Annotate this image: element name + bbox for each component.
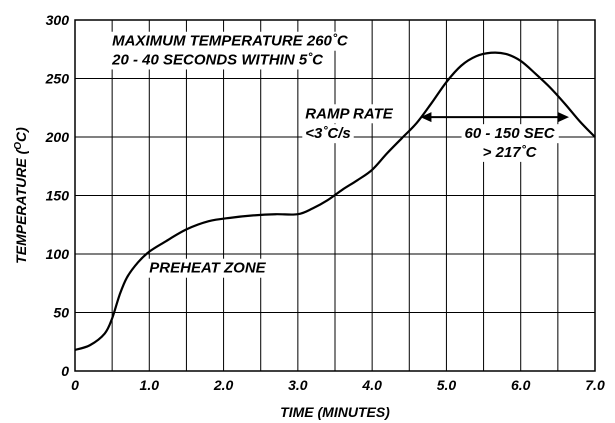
annotation-background	[109, 31, 352, 51]
annotation-background	[479, 142, 541, 162]
x-tick-label: 7.0	[585, 377, 605, 393]
y-tick-label: 100	[46, 246, 70, 262]
x-tick-label: 0	[71, 377, 79, 393]
annotation-text: RAMP RATE	[305, 105, 393, 122]
annotation: MAXIMUM TEMPERATURE 260˚C	[109, 31, 352, 51]
annotation-text: 60 - 150 SEC	[465, 125, 556, 142]
y-axis-label-superscript: O	[13, 142, 24, 150]
y-axis-label-prefix: TEMPERATURE (	[13, 148, 29, 263]
x-tick-label: 1.0	[140, 377, 160, 393]
y-tick-label: 50	[53, 305, 69, 321]
annotation-background	[146, 258, 270, 278]
plot-frame	[74, 19, 596, 372]
x-tick-label: 4.0	[361, 377, 382, 393]
y-axis-label: TEMPERATURE (OC)	[13, 127, 29, 264]
arrow-head-left	[420, 112, 432, 123]
x-tick-label: 3.0	[288, 377, 308, 393]
x-axis-label: TIME (MINUTES)	[280, 404, 390, 420]
x-tick-labels: 0 1.0 2.0 3.0 4.0 5.0 6.0 7.0	[71, 377, 605, 393]
annotation: RAMP RATE	[302, 104, 397, 124]
annotation-text: PREHEAT ZONE	[149, 260, 266, 277]
x-tick-label: 6.0	[511, 377, 531, 393]
annotation-text: 20 - 40 SECONDS WITHIN 5˚C	[111, 51, 324, 68]
annotation-background	[302, 104, 397, 124]
annotation-text: MAXIMUM TEMPERATURE 260˚C	[112, 33, 349, 50]
y-tick-label: 250	[45, 71, 70, 87]
annotation-background	[108, 50, 328, 70]
temperature-curve	[74, 51, 596, 351]
y-tick-labels: 0 50 100 150 200 250 300	[45, 12, 70, 379]
annotations: MAXIMUM TEMPERATURE 260˚C20 - 40 SECONDS…	[108, 31, 559, 278]
y-tick-label: 200	[45, 129, 70, 145]
annotation-text: > 217˚C	[483, 144, 538, 161]
x-tick-label: 2.0	[213, 377, 234, 393]
y-tick-label: 300	[46, 12, 70, 28]
annotation-background	[461, 124, 559, 144]
y-axis-label-suffix: C)	[13, 127, 29, 142]
annotation: > 217˚C	[479, 142, 541, 162]
arrow-head-right	[558, 112, 569, 123]
annotation-background	[302, 124, 354, 144]
annotation: PREHEAT ZONE	[146, 258, 270, 278]
time-above-liquidus-arrow	[420, 112, 569, 123]
y-tick-label: 0	[61, 363, 69, 379]
x-tick-label: 5.0	[437, 377, 457, 393]
annotation-text: <3˚C/s	[305, 125, 350, 142]
y-tick-label: 150	[46, 188, 70, 204]
annotation: 20 - 40 SECONDS WITHIN 5˚C	[108, 50, 328, 70]
annotation: 60 - 150 SEC	[461, 124, 559, 144]
annotation: <3˚C/s	[302, 124, 354, 144]
